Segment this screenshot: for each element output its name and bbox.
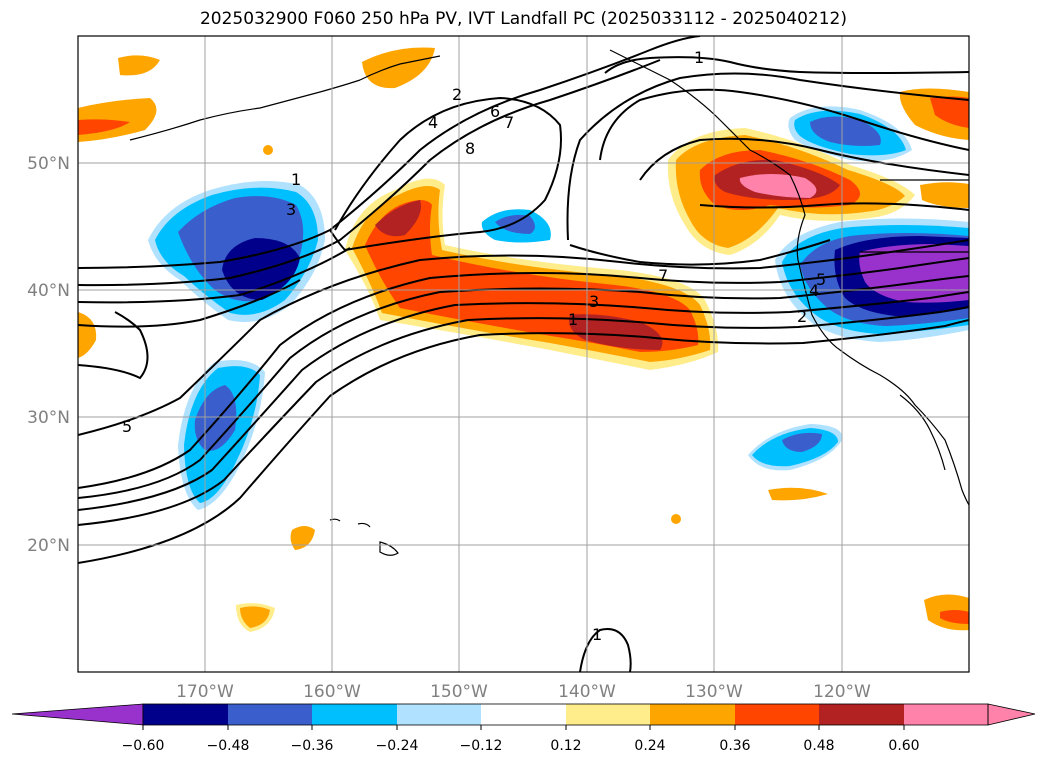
gridlines: [78, 36, 969, 672]
contour-label: 2: [452, 85, 462, 104]
colorbar-tick-label: −0.60: [122, 738, 165, 754]
colorbar-tick-label: 0.36: [719, 738, 750, 754]
contour-label: 3: [286, 200, 296, 219]
lon-label-150w: 150°W: [430, 682, 488, 702]
contour-label: 1: [568, 310, 578, 329]
contour-labels: 1 2 4 6 7 8 1 3 7 3 1 5 4 2 5 1: [122, 48, 826, 644]
contour-label: 5: [122, 417, 132, 436]
colorbar-min-extend: [11, 703, 144, 726]
longitude-labels: 170°W 160°W 150°W 140°W 130°W 120°W: [176, 682, 871, 702]
colorbar-segment: [143, 704, 228, 725]
map-title: 2025032900 F060 250 hPa PV, IVT Landfall…: [199, 9, 847, 29]
latitude-labels: 50°N 40°N 30°N 20°N: [27, 154, 70, 556]
contour-label: 4: [809, 281, 819, 300]
colorbar-segment: [819, 704, 904, 725]
contour-label: 1: [291, 170, 301, 189]
lat-label-50n: 50°N: [27, 154, 70, 174]
colorbar-segment: [650, 704, 735, 725]
colorbar-segment: [904, 704, 988, 725]
colorbar-tick-marks: [142, 725, 905, 730]
contour-label: 2: [797, 307, 807, 326]
colorbar-segment: [228, 704, 312, 725]
coastlines: [129, 49, 969, 556]
contour-label: 7: [658, 266, 668, 285]
contour-label: 7: [504, 113, 514, 132]
colorbar-tick-label: −0.36: [291, 738, 334, 754]
lat-label-30n: 30°N: [27, 408, 70, 428]
lon-label-160w: 160°W: [303, 682, 361, 702]
lon-label-130w: 130°W: [685, 682, 743, 702]
colorbar-tick-label: 0.48: [803, 738, 834, 754]
contour-label: 5: [816, 270, 826, 289]
colorbar-tick-label: 0.60: [888, 738, 919, 754]
contour-label: 3: [589, 292, 599, 311]
contour-label: 4: [428, 113, 438, 132]
contour-label: 1: [694, 48, 704, 67]
colorbar-tick-label: −0.12: [460, 738, 503, 754]
colorbar-segment: [735, 704, 819, 725]
colorbar-tick-label: 0.12: [550, 738, 581, 754]
lat-label-40n: 40°N: [27, 281, 70, 301]
colorbar-tick-label: −0.24: [376, 738, 419, 754]
colorbar-tick-label: −0.48: [207, 738, 250, 754]
lon-label-170w: 170°W: [176, 682, 234, 702]
map-border: [77, 35, 970, 673]
colorbar-max-extend: [987, 703, 1036, 726]
lon-label-140w: 140°W: [558, 682, 616, 702]
contour-lines: [78, 36, 969, 672]
colorbar: −0.60 −0.48 −0.36 −0.24 −0.12 0.12 0.24 …: [11, 703, 1036, 754]
colorbar-segment: [566, 704, 650, 725]
contour-label: 1: [592, 625, 602, 644]
colorbar-segment: [312, 704, 397, 725]
lat-label-20n: 20°N: [27, 536, 70, 556]
colorbar-segment: [397, 704, 481, 725]
lon-label-120w: 120°W: [813, 682, 871, 702]
contour-label: 8: [465, 139, 475, 158]
contour-label: 6: [490, 102, 500, 121]
colorbar-tick-label: 0.24: [634, 738, 665, 754]
colorbar-segment: [481, 704, 566, 725]
